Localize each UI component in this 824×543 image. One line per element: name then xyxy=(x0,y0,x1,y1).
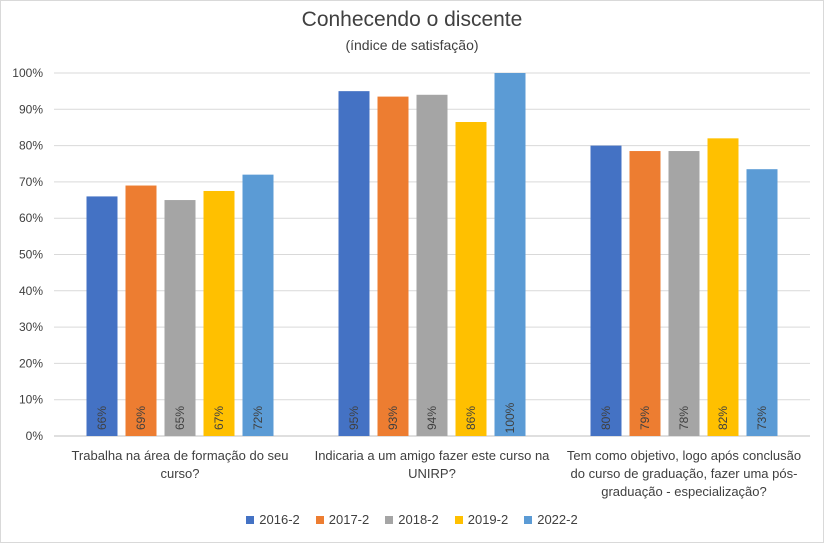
category-label-line: Indicaria a um amigo fazer este curso na xyxy=(314,448,550,463)
bar xyxy=(668,151,700,437)
legend-label: 2022-2 xyxy=(537,512,578,527)
category-label-line: graduação - especialização? xyxy=(601,484,767,499)
y-tick-label: 90% xyxy=(19,102,43,116)
chart-subtitle: (índice de satisfação) xyxy=(345,37,479,53)
category-label-line: Trabalha na área de formação do seu xyxy=(71,448,289,463)
data-label: 94% xyxy=(425,406,439,430)
legend-item: 2016-2 xyxy=(246,512,300,527)
legend-swatch xyxy=(246,515,255,524)
bar xyxy=(707,138,739,436)
data-label: 67% xyxy=(212,406,226,430)
legend-swatch xyxy=(524,515,533,524)
y-tick-label: 80% xyxy=(19,139,43,153)
legend-label: 2017-2 xyxy=(328,512,370,527)
bar xyxy=(125,185,157,436)
legend-item: 2018-2 xyxy=(385,512,439,527)
data-label: 86% xyxy=(464,406,478,430)
legend-swatch xyxy=(454,515,463,524)
data-label: 93% xyxy=(386,406,400,430)
category-label-line: Tem como objetivo, logo após conclusão xyxy=(566,448,802,463)
legend-item: 2019-2 xyxy=(454,512,509,527)
data-label: 69% xyxy=(134,406,148,430)
category-label: Tem como objetivo, logo após conclusão do… xyxy=(559,447,809,501)
bar xyxy=(377,96,409,436)
bar xyxy=(203,190,235,436)
data-label: 73% xyxy=(755,406,769,430)
bar xyxy=(455,122,487,436)
y-tick-label: 60% xyxy=(19,211,43,225)
legend-item: 2017-2 xyxy=(315,512,370,527)
legend: 2016-2 2017-2 2018-2 2019-2 2022-2 xyxy=(0,512,824,527)
chart-title: Conhecendo o discente xyxy=(301,8,523,31)
data-label: 78% xyxy=(677,406,691,430)
y-tick-label: 50% xyxy=(19,248,43,262)
legend-swatch xyxy=(315,515,324,524)
data-label: 79% xyxy=(638,406,652,430)
bar xyxy=(164,200,196,436)
bar xyxy=(746,169,778,436)
y-tick-label: 20% xyxy=(19,356,43,370)
category-label: Trabalha na área de formação do seu curso… xyxy=(55,447,305,483)
category-label-line: do curso de graduação, fazer uma pós- xyxy=(570,466,798,481)
bar xyxy=(494,73,526,436)
legend-label: 2018-2 xyxy=(398,512,439,527)
data-label: 82% xyxy=(716,406,730,430)
legend-swatch xyxy=(385,515,394,524)
legend-item: 2022-2 xyxy=(524,512,578,527)
category-label-line: UNIRP? xyxy=(408,466,456,481)
bar xyxy=(338,91,370,437)
legend-label: 2019-2 xyxy=(467,512,509,527)
bar xyxy=(416,94,448,436)
bar xyxy=(629,151,661,437)
data-label: 95% xyxy=(347,406,361,430)
data-label: 72% xyxy=(251,406,265,430)
category-label-line: curso? xyxy=(160,466,200,481)
y-tick-label: 100% xyxy=(12,66,43,80)
data-label: 65% xyxy=(173,406,187,430)
y-tick-label: 30% xyxy=(19,320,43,334)
legend-label: 2016-2 xyxy=(259,512,300,527)
data-label: 66% xyxy=(95,406,109,430)
bar xyxy=(242,174,274,436)
y-tick-label: 70% xyxy=(19,175,43,189)
category-label: Indicaria a um amigo fazer este curso na… xyxy=(307,447,557,483)
y-tick-label: 10% xyxy=(19,393,43,407)
bar xyxy=(590,145,622,436)
bar xyxy=(86,196,118,436)
y-tick-label: 40% xyxy=(19,284,43,298)
y-tick-label: 0% xyxy=(26,429,44,443)
data-label: 100% xyxy=(503,402,517,433)
data-label: 80% xyxy=(599,406,613,430)
